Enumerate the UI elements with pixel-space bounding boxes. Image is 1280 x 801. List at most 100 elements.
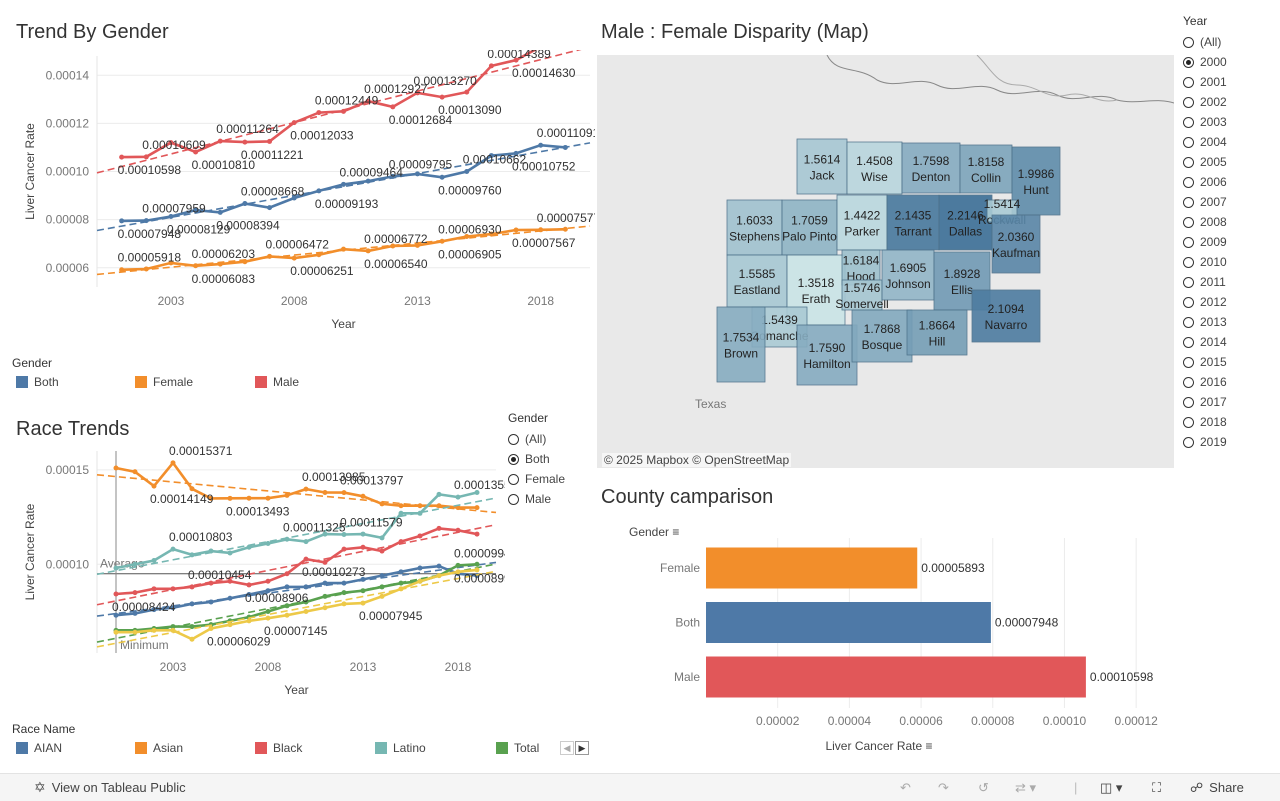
radio-button[interactable] — [1183, 296, 1194, 308]
gender-filter-option[interactable]: Male — [508, 489, 565, 509]
radio-button[interactable] — [1183, 256, 1194, 268]
year-filter-option[interactable]: 2012 — [1183, 292, 1227, 312]
race-legend-item-asian[interactable]: Asian — [135, 741, 183, 755]
download-button[interactable]: ◫ ▾ — [1100, 774, 1122, 801]
share-button[interactable]: ☍ Share — [1190, 774, 1244, 801]
gender-legend-item-female[interactable]: Female — [135, 375, 193, 389]
bar-value-label: 0.00005893 — [921, 561, 985, 575]
year-filter-option[interactable]: 2017 — [1183, 392, 1227, 412]
radio-label: 2000 — [1200, 55, 1227, 69]
gender-legend-item-male[interactable]: Male — [255, 375, 299, 389]
county-comparison-title: County camparison — [601, 486, 774, 508]
gender-filter-option[interactable]: Female — [508, 469, 565, 489]
radio-button[interactable] — [1183, 376, 1194, 388]
data-point — [455, 569, 461, 575]
fullscreen-button[interactable]: ⛶ — [1152, 774, 1161, 801]
year-filter-option[interactable]: 2011 — [1183, 272, 1227, 292]
data-point — [217, 209, 223, 215]
year-filter-option[interactable]: 2003 — [1183, 112, 1227, 132]
year-filter-option[interactable]: 2008 — [1183, 212, 1227, 232]
year-filter-option[interactable]: 2004 — [1183, 132, 1227, 152]
race-legend-item-total[interactable]: Total — [496, 741, 539, 755]
radio-button[interactable] — [508, 433, 519, 445]
data-point — [464, 169, 470, 174]
data-point — [436, 563, 442, 569]
gender-filter-option[interactable]: Both — [508, 449, 565, 469]
radio-button[interactable] — [1183, 436, 1194, 448]
year-filter-option[interactable]: 2014 — [1183, 332, 1227, 352]
data-point — [193, 263, 199, 269]
radio-button[interactable] — [1183, 136, 1194, 148]
county-name-label: Somervell — [835, 297, 888, 311]
race-legend-item-black[interactable]: Black — [255, 741, 302, 755]
revert-button[interactable]: ↺ — [978, 774, 989, 801]
radio-button[interactable] — [1183, 176, 1194, 188]
year-filter-option[interactable]: 2005 — [1183, 152, 1227, 172]
radio-button[interactable] — [1183, 336, 1194, 348]
year-filter-option[interactable]: 2018 — [1183, 412, 1227, 432]
year-filter-option[interactable]: 2009 — [1183, 232, 1227, 252]
map-attribution[interactable]: © 2025 Mapbox © OpenStreetMap — [602, 453, 792, 467]
county-name-label: Erath — [802, 292, 831, 306]
map-area[interactable]: Texas 1.5614 Jack 1.4508 Wise 1.7598 Denton 1.8… — [597, 55, 1174, 468]
year-filter-option[interactable]: (All) — [1183, 32, 1227, 52]
race-legend-item-latino[interactable]: Latino — [375, 741, 426, 755]
gender-filter-option[interactable]: (All) — [508, 429, 565, 449]
year-filter-option[interactable]: 2015 — [1183, 352, 1227, 372]
y-tick-label: 0.00012 — [46, 116, 90, 130]
radio-button[interactable] — [508, 473, 519, 485]
year-filter-option[interactable]: 2006 — [1183, 172, 1227, 192]
radio-button[interactable] — [1183, 96, 1194, 108]
data-point — [267, 253, 273, 259]
radio-button[interactable] — [1183, 416, 1194, 428]
bar-category-label: Both — [675, 616, 700, 630]
year-filter-option[interactable]: 2010 — [1183, 252, 1227, 272]
radio-button[interactable] — [1183, 396, 1194, 408]
radio-button[interactable] — [1183, 356, 1194, 368]
year-filter-option[interactable]: 2016 — [1183, 372, 1227, 392]
county-name-label: Wise — [861, 170, 888, 184]
radio-button[interactable] — [1183, 156, 1194, 168]
data-point — [414, 90, 420, 96]
river-line — [976, 55, 1118, 102]
year-filter-option[interactable]: 2007 — [1183, 192, 1227, 212]
refresh-button[interactable]: ⇄ ▾ — [1015, 774, 1036, 801]
radio-button[interactable] — [508, 493, 519, 505]
year-filter-option[interactable]: 2002 — [1183, 92, 1227, 112]
radio-button[interactable] — [1183, 316, 1194, 328]
radio-button[interactable] — [1183, 56, 1194, 68]
data-point — [284, 603, 290, 609]
radio-button[interactable] — [1183, 236, 1194, 248]
radio-button[interactable] — [1183, 76, 1194, 88]
race-trends-title: Race Trends — [16, 418, 130, 440]
data-point — [390, 243, 396, 249]
radio-button[interactable] — [1183, 216, 1194, 228]
radio-button[interactable] — [1183, 276, 1194, 288]
view-on-tableau-button[interactable]: ✡ View on Tableau Public — [34, 774, 186, 801]
undo-button[interactable]: ↶ — [900, 774, 911, 801]
data-point — [562, 144, 568, 150]
radio-button[interactable] — [1183, 36, 1194, 48]
legend-prev-icon[interactable]: ◀ — [560, 741, 574, 755]
legend-next-icon[interactable]: ▶ — [575, 741, 589, 755]
data-point — [168, 260, 174, 266]
data-point — [265, 608, 271, 614]
year-filter-option[interactable]: 2019 — [1183, 432, 1227, 452]
gender-legend-item-both[interactable]: Both — [16, 375, 59, 389]
year-filter-option[interactable]: 2000 — [1183, 52, 1227, 72]
race-legend-item-aian[interactable]: AIAN — [16, 741, 62, 755]
year-filter-option[interactable]: 2001 — [1183, 72, 1227, 92]
county-value-label: 1.7059 — [791, 214, 828, 228]
data-label: 0.00012684 — [389, 113, 453, 127]
data-point — [379, 584, 385, 590]
data-point — [151, 483, 157, 489]
x-tick-label: 0.00012 — [1114, 714, 1158, 728]
radio-button[interactable] — [1183, 196, 1194, 208]
data-point — [170, 624, 176, 630]
redo-button[interactable]: ↷ — [938, 774, 949, 801]
radio-button[interactable] — [508, 453, 519, 465]
radio-button[interactable] — [1183, 116, 1194, 128]
data-label: 0.00007945 — [359, 609, 423, 623]
data-point — [379, 593, 385, 599]
year-filter-option[interactable]: 2013 — [1183, 312, 1227, 332]
